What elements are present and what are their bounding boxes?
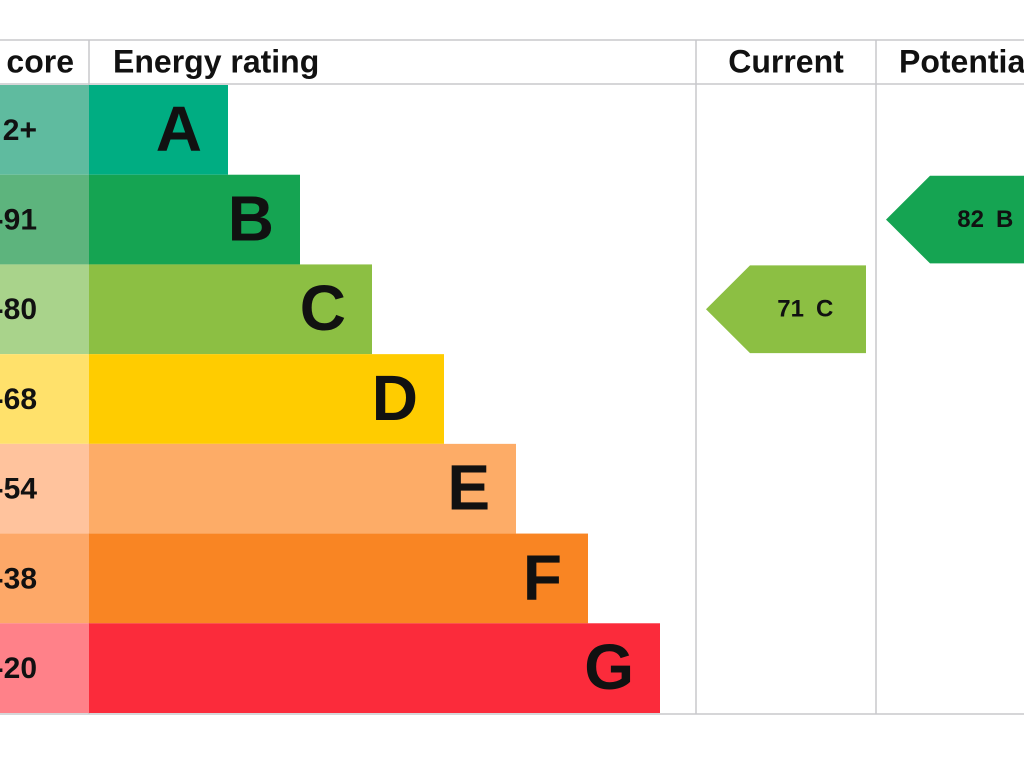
rating-letter: D <box>372 362 418 434</box>
rating-letter: C <box>300 272 346 344</box>
score-range: -20 <box>0 652 37 685</box>
rating-bar <box>89 174 300 265</box>
rating-letter: G <box>584 631 634 703</box>
potential-header: Potentia <box>899 43 1024 79</box>
score-cell <box>0 443 89 534</box>
rating-bar <box>89 533 588 624</box>
potential-rating: B <box>996 206 1013 233</box>
score-cell <box>0 85 89 175</box>
current-arrow <box>706 265 866 354</box>
score-range: 1-38 <box>0 562 37 595</box>
score-cell <box>0 533 89 624</box>
current-score: 71 <box>777 296 804 323</box>
rating-bar <box>89 85 228 175</box>
rating-bar <box>89 443 516 534</box>
potential-score: 82 <box>957 206 984 233</box>
current-header: Current <box>728 43 844 79</box>
potential-arrow <box>886 175 1024 264</box>
score-cell <box>0 174 89 265</box>
rating-bar <box>89 623 660 713</box>
score-header: core <box>6 43 74 79</box>
rating-bar <box>89 354 444 444</box>
score-cell <box>0 623 89 713</box>
rating-letter: B <box>228 182 274 254</box>
score-range: 9-54 <box>0 473 37 506</box>
score-range: 2+ <box>3 114 37 147</box>
rating-header: Energy rating <box>113 43 319 79</box>
score-cell <box>0 264 89 355</box>
current-rating: C <box>816 296 833 323</box>
score-range: 5-68 <box>0 383 37 416</box>
rating-letter: F <box>523 541 562 613</box>
score-cell <box>0 354 89 444</box>
score-range: 9-80 <box>0 293 37 326</box>
rating-bar <box>89 264 372 355</box>
rating-letter: A <box>156 93 202 165</box>
score-range: 1-91 <box>0 203 37 236</box>
rating-letter: E <box>447 452 490 524</box>
